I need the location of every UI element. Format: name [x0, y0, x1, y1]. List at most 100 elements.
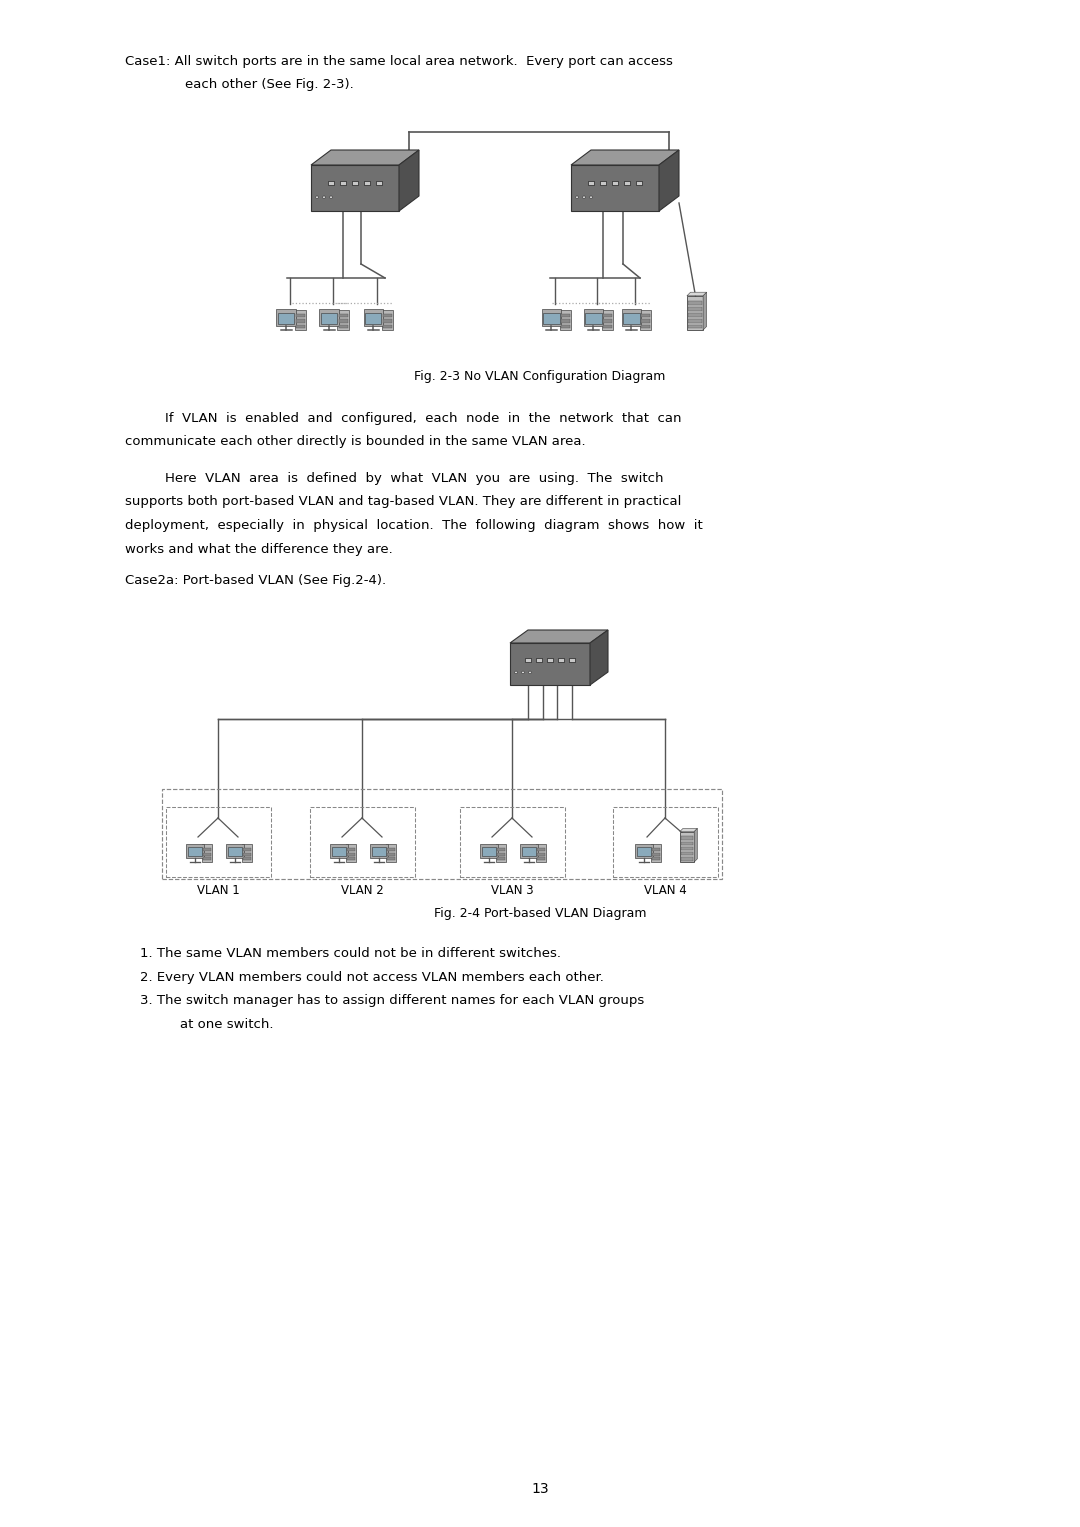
FancyBboxPatch shape — [640, 325, 650, 328]
FancyBboxPatch shape — [320, 310, 339, 325]
FancyBboxPatch shape — [480, 843, 498, 858]
FancyBboxPatch shape — [364, 310, 383, 325]
FancyBboxPatch shape — [382, 315, 392, 318]
FancyBboxPatch shape — [243, 847, 252, 851]
Text: VLAN 3: VLAN 3 — [490, 884, 534, 896]
FancyBboxPatch shape — [585, 313, 602, 324]
FancyBboxPatch shape — [681, 857, 693, 861]
FancyBboxPatch shape — [636, 847, 651, 857]
Polygon shape — [659, 150, 679, 211]
FancyBboxPatch shape — [681, 837, 693, 840]
FancyBboxPatch shape — [242, 844, 253, 863]
Circle shape — [515, 670, 517, 673]
FancyBboxPatch shape — [186, 843, 204, 858]
FancyBboxPatch shape — [600, 182, 606, 185]
Polygon shape — [590, 631, 608, 686]
FancyBboxPatch shape — [382, 325, 392, 328]
FancyBboxPatch shape — [561, 319, 570, 322]
FancyBboxPatch shape — [651, 844, 661, 863]
FancyBboxPatch shape — [536, 658, 542, 661]
Circle shape — [323, 195, 325, 199]
FancyBboxPatch shape — [203, 857, 212, 860]
FancyBboxPatch shape — [559, 310, 571, 330]
Text: Case1: All switch ports are in the same local area network.  Every port can acce: Case1: All switch ports are in the same … — [125, 55, 673, 69]
FancyBboxPatch shape — [352, 182, 357, 185]
Text: works and what the difference they are.: works and what the difference they are. — [125, 542, 393, 556]
Polygon shape — [510, 643, 590, 686]
Text: Fig. 2-4 Port-based VLAN Diagram: Fig. 2-4 Port-based VLAN Diagram — [434, 907, 646, 919]
FancyBboxPatch shape — [624, 182, 630, 185]
FancyBboxPatch shape — [228, 847, 242, 857]
FancyBboxPatch shape — [295, 310, 307, 330]
FancyBboxPatch shape — [561, 315, 570, 318]
FancyBboxPatch shape — [569, 658, 575, 661]
FancyBboxPatch shape — [635, 843, 652, 858]
FancyBboxPatch shape — [337, 310, 349, 330]
FancyBboxPatch shape — [365, 313, 381, 324]
FancyBboxPatch shape — [226, 843, 244, 858]
FancyBboxPatch shape — [497, 857, 505, 860]
FancyBboxPatch shape — [388, 852, 395, 855]
Circle shape — [315, 195, 319, 199]
Text: Case2a: Port-based VLAN (See Fig.2-4).: Case2a: Port-based VLAN (See Fig.2-4). — [125, 574, 387, 586]
FancyBboxPatch shape — [543, 313, 559, 324]
FancyBboxPatch shape — [339, 325, 348, 328]
FancyBboxPatch shape — [688, 307, 702, 312]
Polygon shape — [571, 150, 679, 165]
FancyBboxPatch shape — [639, 310, 651, 330]
FancyBboxPatch shape — [583, 310, 604, 325]
FancyBboxPatch shape — [279, 313, 295, 324]
FancyBboxPatch shape — [537, 857, 545, 860]
Text: 1. The same VLAN members could not be in different switches.: 1. The same VLAN members could not be in… — [140, 947, 561, 960]
FancyBboxPatch shape — [537, 852, 545, 855]
FancyBboxPatch shape — [203, 847, 212, 851]
FancyBboxPatch shape — [688, 313, 702, 316]
Text: 3. The switch manager has to assign different names for each VLAN groups: 3. The switch manager has to assign diff… — [140, 994, 645, 1006]
Polygon shape — [399, 150, 419, 211]
FancyBboxPatch shape — [652, 852, 660, 855]
Circle shape — [590, 195, 592, 199]
Text: deployment,  especially  in  physical  location.  The  following  diagram  shows: deployment, especially in physical locat… — [125, 519, 703, 531]
Text: 2. Every VLAN members could not access VLAN members each other.: 2. Every VLAN members could not access V… — [140, 971, 604, 983]
FancyBboxPatch shape — [681, 852, 693, 855]
FancyBboxPatch shape — [347, 857, 355, 860]
Polygon shape — [694, 829, 698, 863]
FancyBboxPatch shape — [243, 852, 252, 855]
FancyBboxPatch shape — [519, 843, 538, 858]
FancyBboxPatch shape — [386, 844, 396, 863]
FancyBboxPatch shape — [203, 852, 212, 855]
Polygon shape — [311, 165, 399, 211]
FancyBboxPatch shape — [681, 847, 693, 851]
Circle shape — [329, 195, 333, 199]
Polygon shape — [687, 292, 706, 296]
Text: VLAN 2: VLAN 2 — [340, 884, 383, 896]
Circle shape — [583, 195, 585, 199]
FancyBboxPatch shape — [603, 325, 612, 328]
FancyBboxPatch shape — [382, 319, 392, 322]
FancyBboxPatch shape — [330, 843, 348, 858]
FancyBboxPatch shape — [688, 319, 702, 322]
Text: VLAN 4: VLAN 4 — [644, 884, 687, 896]
FancyBboxPatch shape — [548, 658, 553, 661]
FancyBboxPatch shape — [497, 852, 505, 855]
FancyBboxPatch shape — [561, 325, 570, 328]
Text: supports both port-based VLAN and tag-based VLAN. They are different in practica: supports both port-based VLAN and tag-ba… — [125, 495, 681, 508]
FancyBboxPatch shape — [652, 847, 660, 851]
FancyBboxPatch shape — [364, 182, 369, 185]
FancyBboxPatch shape — [188, 847, 202, 857]
FancyBboxPatch shape — [202, 844, 213, 863]
FancyBboxPatch shape — [588, 182, 594, 185]
FancyBboxPatch shape — [537, 847, 545, 851]
FancyBboxPatch shape — [636, 182, 642, 185]
FancyBboxPatch shape — [243, 857, 252, 860]
Text: Here  VLAN  area  is  defined  by  what  VLAN  you  are  using.  The  switch: Here VLAN area is defined by what VLAN y… — [165, 472, 663, 486]
FancyBboxPatch shape — [681, 841, 693, 844]
FancyBboxPatch shape — [688, 325, 702, 328]
Polygon shape — [510, 631, 608, 643]
Circle shape — [522, 670, 524, 673]
FancyBboxPatch shape — [603, 315, 612, 318]
FancyBboxPatch shape — [621, 310, 642, 325]
Text: at one switch.: at one switch. — [180, 1017, 273, 1031]
FancyBboxPatch shape — [496, 844, 507, 863]
FancyBboxPatch shape — [623, 313, 639, 324]
